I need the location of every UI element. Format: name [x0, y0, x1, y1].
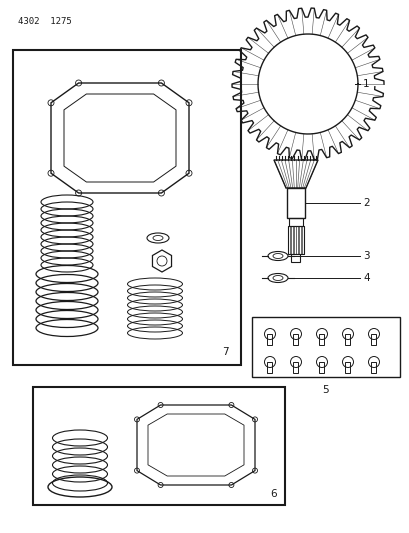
- Text: 1: 1: [362, 79, 369, 89]
- Bar: [345, 334, 350, 345]
- Text: 6: 6: [270, 489, 276, 499]
- Bar: [286, 188, 304, 218]
- Text: 2: 2: [362, 198, 369, 208]
- Bar: [293, 334, 298, 345]
- Bar: [293, 362, 298, 373]
- Bar: [287, 226, 303, 254]
- Bar: [371, 362, 375, 373]
- Bar: [252, 317, 399, 377]
- Text: 5: 5: [322, 385, 328, 395]
- Bar: [319, 362, 324, 373]
- Bar: [33, 387, 284, 505]
- Bar: [319, 334, 324, 345]
- Bar: [288, 218, 302, 226]
- Text: 4302  1275: 4302 1275: [18, 17, 72, 26]
- Bar: [13, 50, 240, 365]
- Text: 3: 3: [362, 251, 369, 261]
- Bar: [291, 254, 300, 262]
- Bar: [371, 334, 375, 345]
- Text: 4: 4: [362, 273, 369, 283]
- Bar: [345, 362, 350, 373]
- Bar: [267, 334, 272, 345]
- Bar: [267, 362, 272, 373]
- Text: 7: 7: [222, 347, 229, 357]
